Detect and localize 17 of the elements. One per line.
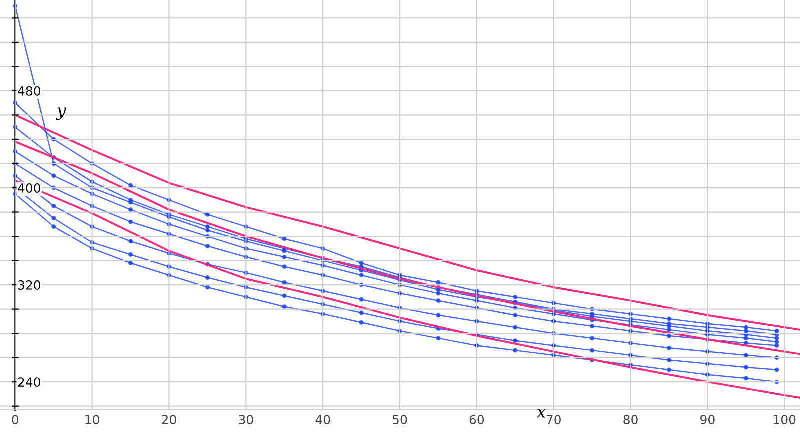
x-tick-label: 20 xyxy=(162,415,176,425)
x-tick-label: 80 xyxy=(624,415,638,425)
y-tick-label: 240 xyxy=(18,378,40,388)
x-tick-label: 60 xyxy=(470,415,484,425)
x-tick-label: 40 xyxy=(316,415,330,425)
x-tick-label: 100 xyxy=(774,415,796,425)
y-axis-title: y xyxy=(56,108,66,120)
y-tick-label: 400 xyxy=(18,183,40,193)
x-axis-title: x xyxy=(536,409,546,418)
x-tick-label: 30 xyxy=(239,415,254,425)
x-tick-label: 90 xyxy=(700,415,715,425)
x-tick-label: 0 xyxy=(12,415,19,425)
y-tick-label: 320 xyxy=(18,280,40,290)
x-tick-label: 70 xyxy=(546,415,561,425)
x-tick-label: 10 xyxy=(86,415,100,425)
x-tick-label: 50 xyxy=(393,415,408,425)
y-tick-label: 480 xyxy=(18,86,40,96)
